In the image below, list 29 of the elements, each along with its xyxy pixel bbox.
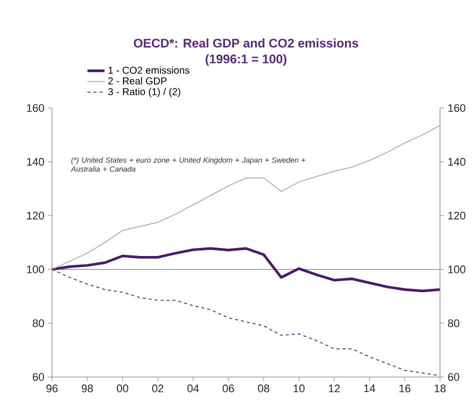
x-tick-label: 98 [82,384,93,392]
y2-tick-label: 100 [448,266,466,274]
y-tick-label: 80 [32,319,44,328]
x-tick-label: 02 [152,384,164,392]
legend-label: 1 - CO2 emissions [108,66,190,74]
y-tick-label: 140 [27,158,44,166]
y-tick-label: 160 [27,104,44,112]
y2-tick-label: 80 [448,319,460,328]
legend-label: 2 - Real GDP [108,77,167,84]
x-tick-label: 04 [187,384,199,392]
x-tick-label: 12 [328,384,340,392]
x-tick-label: 16 [399,384,410,392]
x-tick-label: 06 [222,384,234,392]
x-tick-label: 96 [46,384,58,392]
chart-subtitle: (1996:1 = 100) [206,54,286,66]
x-tick-label: 00 [116,384,128,392]
x-tick-label: 10 [294,384,305,392]
y2-tick-label: 140 [448,158,466,166]
y2-tick-label: 120 [448,212,466,220]
y-tick-label: 60 [32,373,44,381]
y-tick-label: 100 [27,266,44,274]
y2-tick-label: 160 [448,104,466,112]
chart-title: OECD*: Real GDP and CO2 emissions [134,38,358,48]
x-tick-label: 18 [434,384,446,392]
legend-label: 3 - Ratio (1) / (2) [108,88,180,98]
x-tick-label: 14 [364,384,376,392]
y-tick-label: 120 [27,212,44,220]
x-tick-label: 08 [258,384,270,392]
y2-tick-label: 60 [448,373,460,381]
